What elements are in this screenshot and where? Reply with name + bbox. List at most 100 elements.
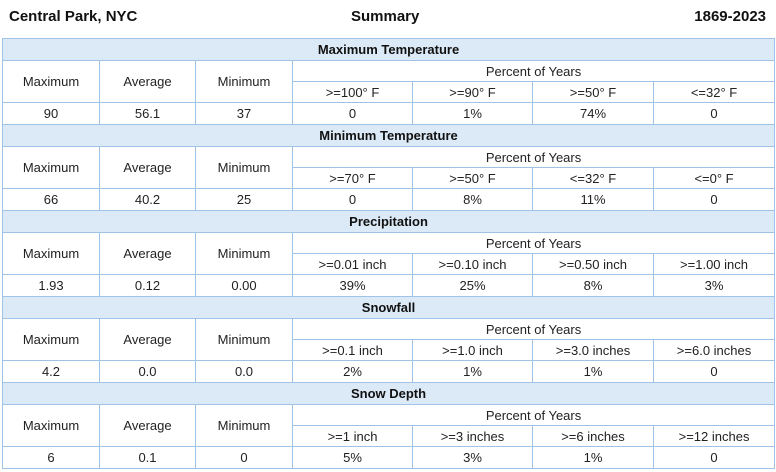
threshold-label: <=0° F (652, 167, 776, 189)
summary-table: Maximum Temperature Maximum Average Minimum… (1, 38, 776, 469)
minimum-value: 0.0 (195, 360, 293, 383)
maximum-value: 1.93 (2, 274, 100, 297)
threshold-label: >=0.50 inch (532, 253, 654, 275)
maximum-temperature-value-row: 90 56.1 37 0 1% 74% 0 (2, 102, 776, 125)
maximum-value: 90 (2, 102, 100, 125)
threshold-label: >=1.00 inch (652, 253, 776, 275)
percent-of-years-label: Percent of Years (291, 146, 776, 168)
threshold-label: >=100° F (292, 81, 413, 103)
average-value: 0.1 (99, 446, 196, 469)
percent-value: 2% (292, 360, 413, 383)
section-title: Precipitation (1, 210, 776, 233)
percent-value: 74% (532, 102, 654, 125)
precipitation-threshold-row: >=0.01 inch >=0.10 inch >=0.50 inch >=1.00 … (3, 253, 776, 275)
percent-value: 11% (532, 188, 654, 211)
minimum-value: 0.00 (195, 274, 293, 297)
average-label: Average (99, 60, 196, 103)
percent-value: 1% (412, 360, 533, 383)
minimum-temperature-value-row: 66 40.2 25 0 8% 11% 0 (2, 188, 776, 211)
snow-depth-threshold-row: >=1 inch >=3 inches >=6 inches >=12 inches (3, 425, 776, 447)
average-value: 0.12 (99, 274, 196, 297)
page-title: Summary (351, 8, 420, 25)
average-value: 40.2 (99, 188, 196, 211)
percent-value: 8% (412, 188, 533, 211)
maximum-label: Maximum (2, 232, 100, 275)
threshold-label: >=3.0 inches (532, 339, 654, 361)
percent-value: 5% (292, 446, 413, 469)
average-label: Average (99, 232, 196, 275)
percent-value: 1% (412, 102, 533, 125)
precipitation-header-row: Maximum Average Minimum Percent of Years (2, 232, 776, 275)
percent-value: 3% (412, 446, 533, 469)
maximum-value: 66 (2, 188, 100, 211)
threshold-label: >=90° F (412, 81, 533, 103)
minimum-temperature-section-header: Minimum Temperature (1, 124, 776, 147)
snow-depth-value-row: 6 0.1 0 5% 3% 1% 0 (2, 446, 776, 469)
average-value: 0.0 (99, 360, 196, 383)
snowfall-header-row: Maximum Average Minimum Percent of Years (2, 318, 776, 361)
percent-of-years-label: Percent of Years (291, 60, 776, 82)
period-range: 1869-2023 (694, 8, 766, 25)
percent-value: 8% (532, 274, 654, 297)
threshold-label: >=1.0 inch (412, 339, 533, 361)
threshold-label: >=50° F (532, 81, 654, 103)
minimum-label: Minimum (195, 60, 293, 103)
threshold-label: >=12 inches (652, 425, 776, 447)
maximum-label: Maximum (2, 146, 100, 189)
snow-depth-section-header: Snow Depth (1, 382, 776, 405)
threshold-label: >=0.1 inch (292, 339, 413, 361)
percent-of-years-label: Percent of Years (291, 404, 776, 426)
threshold-label: <=32° F (652, 81, 776, 103)
minimum-label: Minimum (195, 318, 293, 361)
minimum-label: Minimum (195, 404, 293, 447)
minimum-label: Minimum (195, 232, 293, 275)
percent-value: 0 (652, 360, 776, 383)
percent-value: 39% (292, 274, 413, 297)
threshold-label: <=32° F (532, 167, 654, 189)
precipitation-section-header: Precipitation (1, 210, 776, 233)
location-title: Central Park, NYC (9, 8, 138, 25)
section-title: Minimum Temperature (1, 124, 776, 147)
percent-value: 3% (652, 274, 776, 297)
threshold-label: >=0.10 inch (412, 253, 533, 275)
section-title: Maximum Temperature (1, 38, 776, 61)
average-label: Average (99, 404, 196, 447)
snowfall-section-header: Snowfall (1, 296, 776, 319)
percent-value: 1% (532, 360, 654, 383)
threshold-label: >=70° F (292, 167, 413, 189)
minimum-value: 0 (195, 446, 293, 469)
percent-value: 1% (532, 446, 654, 469)
maximum-value: 4.2 (2, 360, 100, 383)
snowfall-value-row: 4.2 0.0 0.0 2% 1% 1% 0 (2, 360, 776, 383)
percent-value: 0 (292, 188, 413, 211)
percent-value: 0 (292, 102, 413, 125)
minimum-value: 37 (195, 102, 293, 125)
snow-depth-header-row: Maximum Average Minimum Percent of Years (2, 404, 776, 447)
maximum-temperature-header-row: Maximum Average Minimum Percent of Years (2, 60, 776, 103)
section-title: Snowfall (1, 296, 776, 319)
maximum-value: 6 (2, 446, 100, 469)
precipitation-value-row: 1.93 0.12 0.00 39% 25% 8% 3% (2, 274, 776, 297)
snowfall-threshold-row: >=0.1 inch >=1.0 inch >=3.0 inches >=6.0 in… (3, 339, 776, 361)
average-label: Average (99, 146, 196, 189)
percent-value: 0 (652, 102, 776, 125)
maximum-label: Maximum (2, 404, 100, 447)
threshold-label: >=6 inches (532, 425, 654, 447)
minimum-label: Minimum (195, 146, 293, 189)
threshold-label: >=0.01 inch (292, 253, 413, 275)
summary-table-body: Maximum Temperature Maximum Average Minimum… (1, 38, 776, 469)
minimum-value: 25 (195, 188, 293, 211)
maximum-temperature-section-header: Maximum Temperature (1, 38, 776, 61)
summary-header: Central Park, NYC Summary 1869-2023 (0, 0, 776, 38)
percent-value: 25% (412, 274, 533, 297)
threshold-label: >=3 inches (412, 425, 533, 447)
percent-of-years-label: Percent of Years (291, 232, 776, 254)
threshold-label: >=1 inch (292, 425, 413, 447)
maximum-label: Maximum (2, 60, 100, 103)
minimum-temperature-header-row: Maximum Average Minimum Percent of Years (2, 146, 776, 189)
percent-value: 0 (652, 188, 776, 211)
section-title: Snow Depth (1, 382, 776, 405)
maximum-label: Maximum (2, 318, 100, 361)
percent-value: 0 (652, 446, 776, 469)
threshold-label: >=50° F (412, 167, 533, 189)
